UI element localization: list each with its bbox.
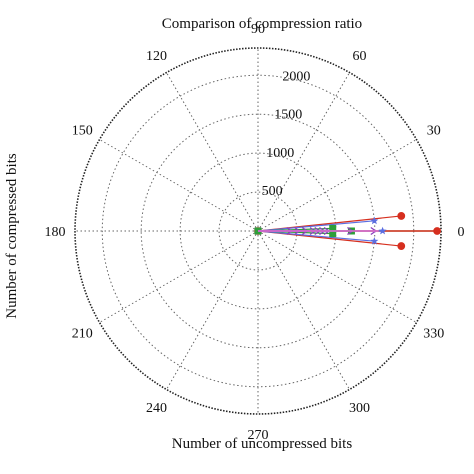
y-axis-label: Number of compressed bits [4, 153, 20, 319]
angle-tick-label: 90 [251, 22, 265, 37]
angular-grid-spoke [166, 72, 259, 232]
series-line [257, 220, 375, 232]
data-point-circle [397, 212, 406, 220]
angle-tick-label: 300 [349, 401, 370, 416]
radius-tick-label: 1500 [274, 108, 302, 123]
angle-tick-label: 180 [45, 225, 66, 240]
angular-grid-spoke [257, 230, 350, 390]
angular-grid-spoke [257, 230, 417, 323]
data-point-circle [397, 242, 406, 250]
angle-tick-label: 150 [72, 124, 93, 139]
series-line [257, 230, 375, 242]
data-point-star [370, 236, 379, 245]
angular-grid-spoke [166, 230, 259, 390]
data-point-square [329, 224, 337, 232]
angle-tick-labels: 0 30 60 90 120 150 180 210 240 270 300 330 [45, 22, 465, 443]
radius-tick-label: 1000 [266, 146, 294, 161]
angle-tick-label: 30 [427, 124, 441, 139]
angular-grid-spoke [257, 139, 417, 232]
data-point-star [378, 226, 387, 235]
data-point-square [329, 230, 337, 238]
radius-tick-labels: 500 1000 1500 2000 [262, 70, 311, 199]
angle-tick-label: 240 [146, 401, 167, 416]
angle-tick-label: 330 [423, 327, 444, 342]
angular-grid-spoke [257, 72, 350, 232]
angular-grid-spoke [99, 139, 259, 232]
chart-title: Comparison of compression ratio [162, 16, 362, 32]
data-point-star [370, 216, 379, 225]
radius-tick-label: 500 [262, 184, 283, 199]
x-axis-label: Number of uncompressed bits [172, 436, 353, 452]
radius-tick-label: 2000 [282, 70, 310, 85]
data-point-circle [433, 227, 442, 235]
data-series [254, 212, 442, 250]
angle-tick-label: 60 [353, 49, 367, 64]
angular-grid-spoke [99, 230, 259, 323]
angle-tick-label: 270 [248, 428, 269, 443]
angle-tick-label: 210 [72, 327, 93, 342]
angle-tick-label: 0 [458, 225, 465, 240]
angle-tick-label: 120 [146, 49, 167, 64]
